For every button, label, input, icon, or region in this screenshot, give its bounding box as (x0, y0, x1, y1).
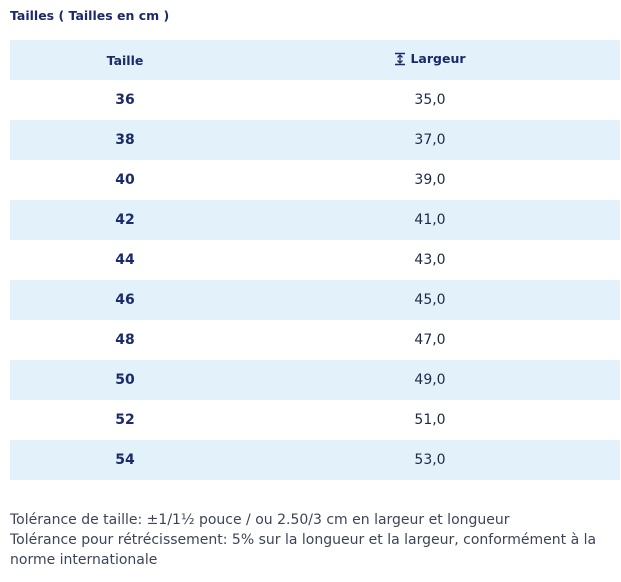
table-row: 40 39,0 (10, 160, 620, 200)
size-cell: 38 (115, 132, 135, 148)
size-cell: 50 (115, 372, 135, 388)
width-column-header: Largeur (240, 40, 620, 80)
table-row: 52 51,0 (10, 400, 620, 440)
width-cell: 53,0 (414, 452, 446, 468)
page-title: Tailles ( Tailles en cm ) (10, 8, 170, 23)
size-cell: 36 (115, 92, 135, 108)
size-cell: 46 (115, 292, 135, 308)
size-chart-table: Taille Largeur (10, 40, 620, 480)
width-cell: 51,0 (414, 412, 446, 428)
table-row: 50 49,0 (10, 360, 620, 400)
width-header-label: Largeur (410, 51, 466, 67)
table-header-row: Taille Largeur (10, 40, 620, 80)
width-header-content: Largeur (394, 51, 466, 67)
table-row: 44 43,0 (10, 240, 620, 280)
size-notes: Tolérance de taille: ±1/1½ pouce / ou 2.… (10, 510, 615, 570)
size-cell: 44 (115, 252, 135, 268)
table-row: 38 37,0 (10, 120, 620, 160)
size-cell: 42 (115, 212, 135, 228)
size-cell: 40 (115, 172, 135, 188)
width-cell: 39,0 (414, 172, 446, 188)
table-row: 36 35,0 (10, 80, 620, 120)
width-cell: 47,0 (414, 332, 446, 348)
width-cell: 45,0 (414, 292, 446, 308)
width-measure-icon (394, 52, 406, 66)
table-row: 42 41,0 (10, 200, 620, 240)
shrinkage-tolerance-note: Tolérance pour rétrécissement: 5% sur la… (10, 532, 597, 568)
size-tolerance-note: Tolérance de taille: ±1/1½ pouce / ou 2.… (10, 512, 510, 528)
size-column-header: Taille (106, 52, 144, 68)
table-row: 46 45,0 (10, 280, 620, 320)
size-cell: 52 (115, 412, 135, 428)
table-body: 36 35,0 38 37,0 40 39,0 42 41,0 44 43,0 … (10, 80, 620, 480)
size-cell: 54 (115, 452, 135, 468)
width-cell: 35,0 (414, 92, 446, 108)
size-cell: 48 (115, 332, 135, 348)
table-row: 48 47,0 (10, 320, 620, 360)
table-header: Taille Largeur (10, 40, 620, 80)
width-cell: 43,0 (414, 252, 446, 268)
table-row: 54 53,0 (10, 440, 620, 480)
width-cell: 37,0 (414, 132, 446, 148)
width-cell: 41,0 (414, 212, 446, 228)
width-cell: 49,0 (414, 372, 446, 388)
